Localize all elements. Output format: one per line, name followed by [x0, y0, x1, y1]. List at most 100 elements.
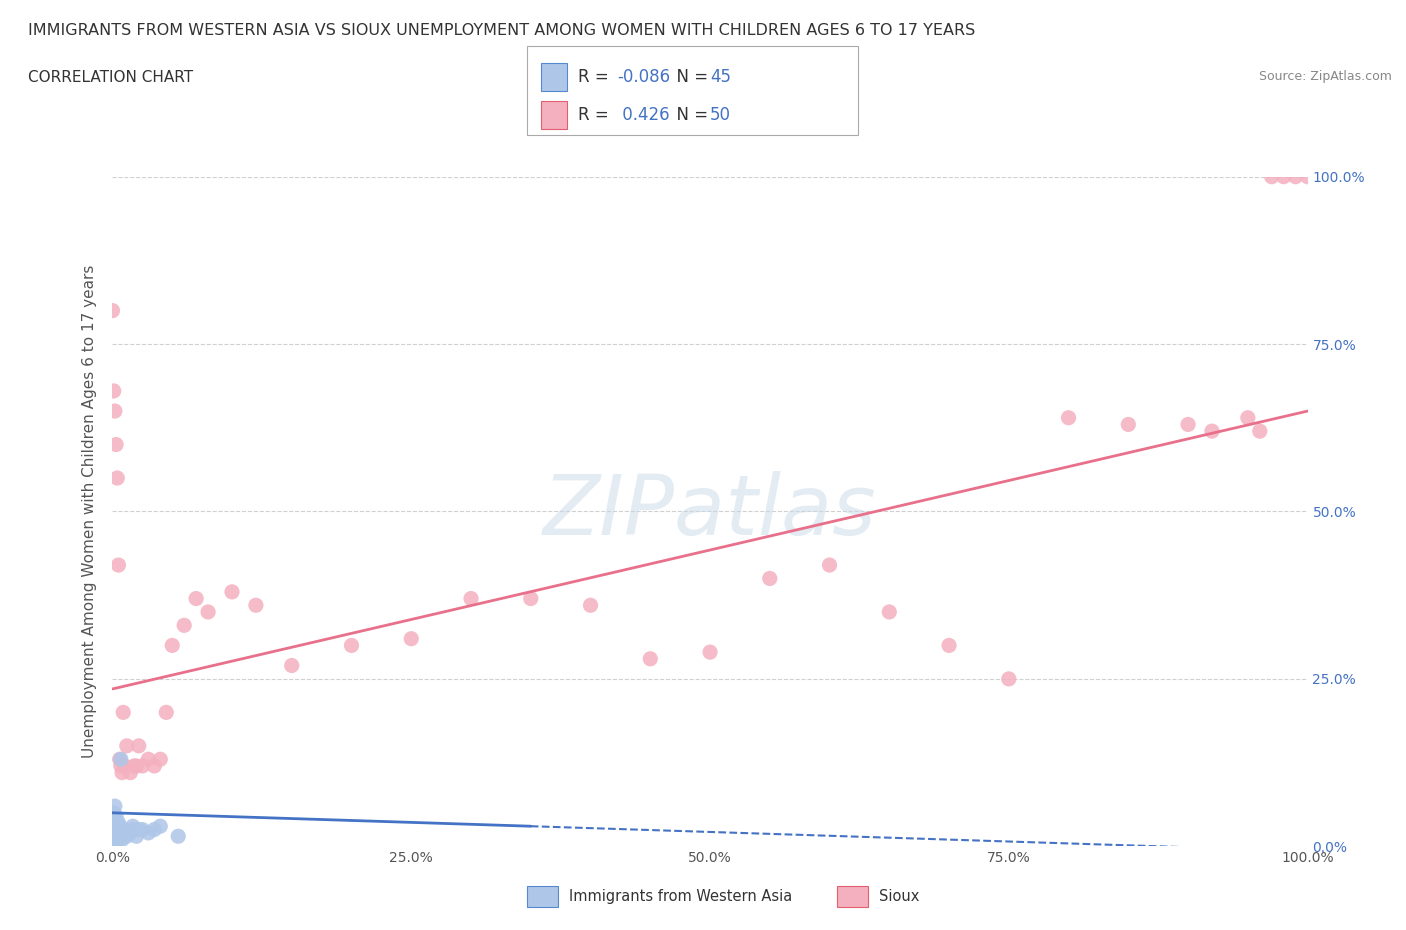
Point [103, 826, 125, 841]
Point [103, 832, 125, 847]
Point [103, 805, 125, 820]
Point [120, 826, 142, 841]
Point [131, 759, 153, 774]
Point [122, 759, 145, 774]
Point [110, 751, 132, 766]
Text: 45: 45 [710, 69, 731, 86]
Point [115, 738, 138, 753]
Point [114, 826, 136, 841]
Point [520, 591, 543, 606]
Point [818, 558, 841, 573]
Point [110, 759, 132, 774]
Y-axis label: Unemployment Among Women with Children Ages 6 to 17 years: Unemployment Among Women with Children A… [82, 265, 97, 758]
Point [111, 832, 134, 847]
Point [138, 826, 160, 841]
Point [340, 638, 363, 653]
Point [107, 832, 129, 847]
Text: Immigrants from Western Asia: Immigrants from Western Asia [569, 889, 793, 904]
Point [104, 826, 127, 841]
Point [112, 705, 135, 720]
Point [131, 822, 153, 837]
Text: CORRELATION CHART: CORRELATION CHART [28, 70, 193, 85]
Text: R =: R = [578, 106, 614, 125]
Point [104, 816, 127, 830]
Point [998, 671, 1021, 686]
Point [186, 591, 208, 606]
Point [108, 829, 131, 844]
Point [114, 759, 135, 774]
Text: Source: ZipAtlas.com: Source: ZipAtlas.com [1258, 70, 1392, 83]
Text: -0.086: -0.086 [617, 69, 671, 86]
Point [101, 829, 124, 844]
Point [579, 598, 602, 613]
Point [111, 765, 134, 780]
Point [149, 818, 172, 833]
Point [1260, 169, 1282, 184]
Point [101, 818, 124, 833]
Point [221, 584, 243, 599]
Point [162, 638, 183, 653]
Point [699, 644, 721, 659]
Point [173, 618, 195, 632]
Point [128, 738, 150, 753]
Point [105, 437, 128, 452]
Point [143, 759, 166, 774]
Point [103, 818, 125, 833]
Text: N =: N = [666, 69, 714, 86]
Point [401, 631, 423, 646]
Text: 0.426: 0.426 [617, 106, 669, 125]
Point [138, 751, 160, 766]
Point [110, 829, 132, 844]
Point [117, 826, 139, 841]
Point [877, 604, 900, 619]
Point [1201, 424, 1223, 439]
Point [1237, 410, 1260, 425]
Point [103, 835, 125, 850]
Point [460, 591, 482, 606]
Point [105, 471, 128, 485]
Text: Sioux: Sioux [879, 889, 920, 904]
Point [1057, 410, 1080, 425]
Point [245, 598, 267, 613]
Point [149, 751, 172, 766]
Text: 50: 50 [710, 106, 731, 125]
Point [1296, 169, 1319, 184]
Point [122, 822, 145, 837]
Point [108, 818, 131, 833]
Point [104, 799, 127, 814]
Point [107, 826, 129, 841]
Point [938, 638, 960, 653]
Point [125, 759, 148, 774]
Point [197, 604, 219, 619]
Point [105, 835, 128, 850]
Point [105, 809, 128, 824]
Point [104, 832, 127, 847]
Point [1249, 424, 1271, 439]
Point [105, 818, 128, 833]
Point [1285, 169, 1308, 184]
Point [101, 303, 124, 318]
Point [107, 816, 129, 830]
Point [104, 404, 127, 418]
Point [638, 651, 662, 666]
Point [125, 829, 148, 844]
Point [155, 705, 177, 720]
Point [1272, 169, 1295, 184]
Point [101, 835, 124, 850]
Point [1177, 417, 1199, 432]
Text: R =: R = [578, 69, 614, 86]
Text: ZIPatlas: ZIPatlas [543, 471, 877, 552]
Point [143, 822, 166, 837]
Point [115, 829, 138, 844]
Text: IMMIGRANTS FROM WESTERN ASIA VS SIOUX UNEMPLOYMENT AMONG WOMEN WITH CHILDREN AGE: IMMIGRANTS FROM WESTERN ASIA VS SIOUX UN… [28, 23, 976, 38]
Point [112, 826, 135, 841]
Point [1116, 417, 1139, 432]
Point [108, 751, 131, 766]
Point [104, 835, 127, 850]
Point [128, 822, 150, 837]
Point [281, 658, 304, 673]
Point [105, 829, 128, 844]
Point [103, 383, 125, 398]
Point [105, 822, 128, 837]
Point [121, 818, 143, 833]
